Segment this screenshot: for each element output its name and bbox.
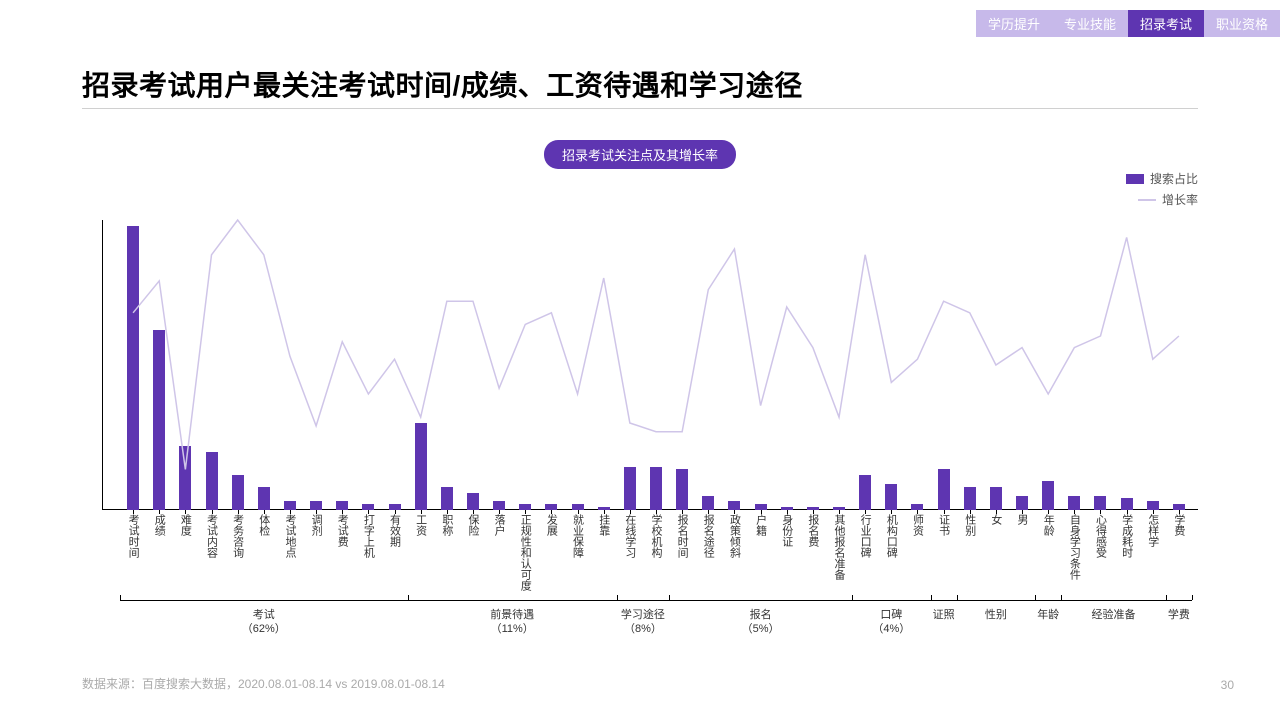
group-label: 口碑（4%）	[872, 608, 910, 637]
x-label: 报名费	[805, 514, 821, 547]
x-label: 报名时间	[674, 514, 690, 558]
legend-line-label: 增长率	[1162, 191, 1198, 208]
x-label: 体检	[256, 514, 272, 536]
chart-area	[102, 220, 1198, 510]
growth-line	[102, 220, 1198, 510]
group-label: 性别	[985, 608, 1007, 622]
title-divider	[82, 108, 1198, 109]
group-label: 年龄	[1037, 608, 1059, 622]
x-label: 正规性和认可度	[517, 514, 533, 591]
x-label: 身份证	[779, 514, 795, 547]
group-label: 证照	[933, 608, 955, 622]
x-label: 成绩	[151, 514, 167, 536]
x-label: 行业口碑	[857, 514, 873, 558]
x-label: 调剂	[308, 514, 324, 536]
x-label: 挂靠	[596, 514, 612, 536]
x-label: 职称	[439, 514, 455, 536]
page-title: 招录考试用户最关注考试时间/成绩、工资待遇和学习途径	[82, 64, 803, 104]
x-label: 学成耗时	[1119, 514, 1135, 558]
x-label: 考试内容	[204, 514, 220, 558]
x-label: 打字上机	[360, 514, 376, 558]
x-label: 报名途径	[700, 514, 716, 558]
x-label: 考试地点	[282, 514, 298, 558]
x-label: 心得感受	[1092, 514, 1108, 558]
legend-line-swatch	[1138, 199, 1156, 201]
x-label: 落户	[491, 514, 507, 536]
x-label: 户籍	[753, 514, 769, 536]
x-label: 女	[988, 514, 1004, 525]
x-label: 怎样学	[1145, 514, 1161, 547]
tab-0[interactable]: 学历提升	[976, 10, 1052, 37]
page-number: 30	[1221, 678, 1234, 692]
x-label: 政策倾斜	[726, 514, 742, 558]
x-label: 证书	[936, 514, 952, 536]
x-label: 在线学习	[622, 514, 638, 558]
x-label: 就业保障	[570, 514, 586, 558]
tabs: 学历提升专业技能招录考试职业资格	[976, 10, 1280, 37]
x-label: 性别	[962, 514, 978, 536]
chart-title-pill: 招录考试关注点及其增长率	[544, 140, 736, 169]
legend: 搜索占比 增长率	[1126, 170, 1198, 212]
legend-bar-swatch	[1126, 174, 1144, 184]
x-label: 考试费	[334, 514, 350, 547]
group-label: 学习途径（8%）	[621, 608, 665, 637]
x-label: 学校机构	[648, 514, 664, 558]
x-label: 男	[1014, 514, 1030, 525]
group-label: 经验准备	[1092, 608, 1136, 622]
tab-1[interactable]: 专业技能	[1052, 10, 1128, 37]
x-label: 考务咨询	[230, 514, 246, 558]
group-label: 前景待遇（11%）	[490, 608, 534, 637]
x-label: 考试时间	[125, 514, 141, 558]
x-label: 工资	[413, 514, 429, 536]
x-label: 机构口碑	[883, 514, 899, 558]
x-label: 年龄	[1040, 514, 1056, 536]
group-label: 学费	[1168, 608, 1190, 622]
group-label: 报名（5%）	[742, 608, 780, 637]
data-source: 数据来源：百度搜索大数据，2020.08.01-08.14 vs 2019.08…	[82, 675, 445, 692]
x-label: 有效期	[387, 514, 403, 547]
x-label: 学费	[1171, 514, 1187, 536]
tab-2[interactable]: 招录考试	[1128, 10, 1204, 37]
x-label: 保险	[465, 514, 481, 536]
x-label: 自身学习条件	[1066, 514, 1082, 580]
x-label: 发展	[543, 514, 559, 536]
group-label: 考试（62%）	[242, 608, 286, 637]
legend-bar-label: 搜索占比	[1150, 170, 1198, 187]
x-label: 难度	[177, 514, 193, 536]
x-label: 师资	[909, 514, 925, 536]
tab-3[interactable]: 职业资格	[1204, 10, 1280, 37]
x-label: 其他报名准备	[831, 514, 847, 580]
